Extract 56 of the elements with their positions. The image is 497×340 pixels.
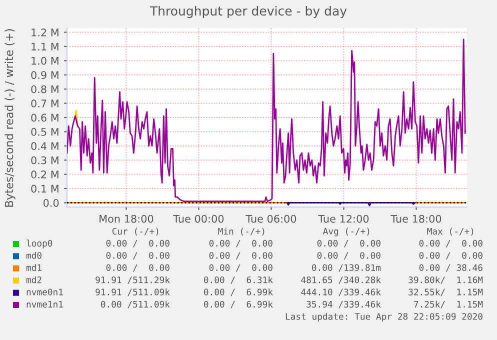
text: 0.00 / 0.00 (106, 240, 170, 248)
y-tick-label: 0.7 M (31, 100, 58, 108)
text: 0.00 / 6.31k (204, 276, 273, 284)
y-tick-label: 0.1 M (31, 184, 58, 193)
line-series (67, 38, 466, 202)
text: 39.80k/ 1.16M (408, 276, 483, 284)
text: Max (-/+) (427, 228, 474, 236)
y-tick-label: 0.8 M (31, 85, 58, 94)
legend-label: md0 (26, 252, 42, 259)
text: 0.00 / 0.00 (209, 240, 272, 248)
text: 0.00 /139.81m (312, 264, 381, 272)
x-tick-label: Tue 18:00 (390, 214, 442, 223)
x-tick-label: Tue 00:00 (173, 214, 224, 223)
text: 0.00 / 38.46 (419, 264, 482, 272)
legend-label: md2 (26, 276, 42, 284)
legend-label: md1 (26, 264, 42, 272)
text: 91.91 /511.29k (96, 276, 170, 284)
y-tick-label: 0.9 M (31, 71, 58, 79)
x-tick-label: Mon 18:00 (100, 214, 154, 223)
x-tick-label: Tue 12:00 (318, 214, 369, 223)
text: 91.91 /511.09k (96, 288, 170, 296)
text: 35.94 /339.46k (306, 300, 381, 308)
text: 0.00 / 0.00 (317, 240, 380, 248)
legend-label: nvme1n1 (26, 300, 63, 308)
text: 7.25k/ 1.15M (414, 300, 483, 308)
y-tick-label: 0.4 M (31, 142, 58, 150)
legend-label: nvme0n1 (26, 288, 63, 296)
text: 0.00 / 0.00 (317, 252, 380, 260)
text: 0.00 / 0.00 (106, 252, 170, 260)
text: 0.00 / 0.00 (419, 240, 482, 248)
text: 0.00 / 6.99k (204, 288, 273, 296)
y-tick-label: 1.0 M (32, 56, 58, 65)
text: 0.00 / 0.00 (106, 264, 170, 272)
text: Min (-/+) (218, 228, 264, 236)
chart-title: Throughput per device - by day (150, 6, 347, 18)
y-tick-label: 0.6 M (31, 114, 58, 122)
text: 0.00 /511.09k (101, 300, 170, 308)
text: Last update: Tue Apr 28 22:05:09 2020 (286, 312, 482, 322)
text: 444.10 /339.46k (301, 288, 381, 296)
y-tick-label: 0.0 (43, 198, 59, 207)
y-tick-label: 0.2 M (31, 170, 58, 178)
text: 0.00 / 6.99k (204, 300, 273, 308)
y-tick-label: 1.2 M (32, 28, 58, 36)
y-axis-title: Bytes/second read (-) / write (+) (4, 29, 16, 207)
text: 0.00 / 0.00 (419, 252, 482, 260)
text: Cur (-/+) (112, 228, 158, 236)
y-tick-label: 1.1 M (32, 42, 58, 50)
y-tick-label: 0.3 M (31, 156, 58, 164)
text: Avg (-/+) (323, 228, 370, 236)
text: 481.65 /340.28k (301, 276, 381, 284)
text: 0.00 / 0.00 (209, 264, 272, 272)
y-tick-label: 0.5 M (31, 128, 58, 136)
text: 32.55k/ 1.15M (408, 288, 483, 296)
x-tick-label: Tue 06:00 (246, 214, 296, 223)
legend-label: loop0 (26, 240, 52, 248)
text: 0.00 / 0.00 (209, 252, 272, 260)
